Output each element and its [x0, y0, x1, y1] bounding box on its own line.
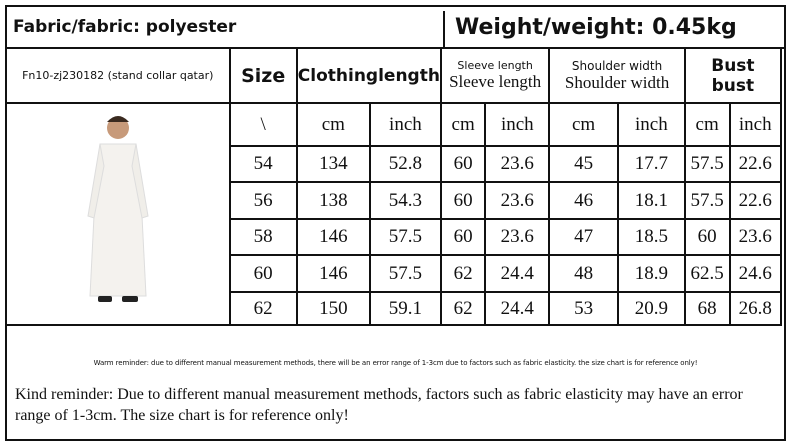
sleeve-small: Sleeve length: [457, 59, 533, 72]
cell: 23.6: [484, 181, 551, 220]
unit-cell: inch: [616, 102, 686, 147]
cell: 26.8: [728, 291, 782, 326]
cell: 23.6: [728, 218, 782, 256]
cell: 62.5: [683, 254, 731, 293]
info-row: Fabric/fabric: polyester Weight/weight: …: [7, 7, 784, 49]
cell: 60: [683, 218, 731, 256]
cell: 54.3: [368, 181, 442, 220]
unit-cell: cm: [295, 102, 371, 147]
unit-cell: \: [228, 102, 298, 147]
cell: 23.6: [484, 145, 551, 183]
cell: 56: [228, 181, 298, 220]
cell: 62: [439, 254, 487, 293]
unit-cell: cm: [548, 102, 619, 147]
cell: 18.5: [616, 218, 686, 256]
unit-cell: cm: [439, 102, 487, 147]
unit-cell: inch: [368, 102, 442, 147]
cell: 52.8: [368, 145, 442, 183]
cell: 60: [228, 254, 298, 293]
cell: 58: [228, 218, 298, 256]
shoulder-small: Shoulder width: [571, 58, 663, 73]
cell: 20.9: [616, 291, 686, 326]
table-row: 58 146 57.5 60 23.6 47 18.5 60 23.6: [6, 218, 782, 256]
cell: 18.1: [616, 181, 686, 220]
cell: 22.6: [728, 145, 782, 183]
cell: 134: [295, 145, 371, 183]
units-row: \ cm inch cm inch cm inch cm inch: [5, 102, 782, 326]
fabric-label: Fabric/fabric: polyester: [13, 17, 237, 37]
cell: 46: [548, 181, 619, 220]
unit-cell: inch: [728, 102, 782, 147]
header-sleeve: Sleeve length Sleeve length: [439, 47, 551, 104]
man-in-thobe-image: [87, 116, 149, 302]
kind-reminder: Kind reminder: Due to different manual m…: [15, 386, 743, 424]
weight-label: Weight/weight: 0.45kg: [443, 11, 737, 47]
cell: 68: [683, 291, 731, 326]
table-row: 56 138 54.3 60 23.6 46 18.1 57.5 22.6: [6, 181, 782, 220]
cell: 53: [548, 291, 619, 326]
header-shoulder: Shoulder width Shoulder width: [548, 47, 686, 104]
cell: 18.9: [616, 254, 686, 293]
warm-reminder: Warm reminder: due to different manual m…: [93, 359, 698, 367]
size-table: Fn10-zj230182 (stand collar qatar) Size …: [5, 47, 783, 326]
cell: 45: [548, 145, 619, 183]
reminder-section: Warm reminder: due to different manual m…: [7, 324, 784, 441]
cell: 48: [548, 254, 619, 293]
cell: 57.5: [683, 181, 731, 220]
cell: 62: [228, 291, 298, 326]
cell: 59.1: [368, 291, 442, 326]
cell: 17.7: [616, 145, 686, 183]
unit-cell: inch: [484, 102, 551, 147]
cell: 60: [439, 218, 487, 256]
header-size: Size: [228, 47, 298, 104]
model-code: Fn10-zj230182 (stand collar qatar): [5, 47, 231, 104]
cell: 60: [439, 181, 487, 220]
table-row: 62 150 59.1 62 24.4 53 20.9 68 26.8: [6, 291, 782, 326]
table-row: 60 146 57.5 62 24.4 48 18.9 62.5 24.6: [6, 254, 782, 293]
cell: 24.4: [484, 291, 551, 326]
bust-label-2: bust: [711, 75, 755, 96]
size-chart: Fabric/fabric: polyester Weight/weight: …: [5, 5, 786, 441]
cell: 22.6: [728, 181, 782, 220]
cell: 47: [548, 218, 619, 256]
header-row: Fn10-zj230182 (stand collar qatar) Size …: [5, 47, 783, 104]
cell: 54: [228, 145, 298, 183]
cell: 138: [295, 181, 371, 220]
unit-cell: cm: [683, 102, 731, 147]
cell: 146: [295, 218, 371, 256]
model-photo: [5, 102, 231, 326]
shoulder-label: Shoulder width: [564, 72, 670, 92]
cell: 23.6: [484, 218, 551, 256]
cell: 60: [439, 145, 487, 183]
cell: 24.6: [728, 254, 782, 293]
bust-label: Bust: [711, 55, 755, 76]
cell: 150: [295, 291, 371, 326]
cell: 57.5: [368, 254, 442, 293]
header-bust: Bust bust: [683, 47, 783, 104]
cell: 24.4: [484, 254, 551, 293]
cell: 146: [295, 254, 371, 293]
cell: 57.5: [368, 218, 442, 256]
sleeve-label: Sleeve length: [449, 72, 542, 91]
table-row: 54 134 52.8 60 23.6 45 17.7 57.5 22.6: [6, 145, 782, 183]
cell: 57.5: [683, 145, 731, 183]
cell: 62: [439, 291, 487, 326]
header-length: Clothinglength: [295, 47, 442, 104]
